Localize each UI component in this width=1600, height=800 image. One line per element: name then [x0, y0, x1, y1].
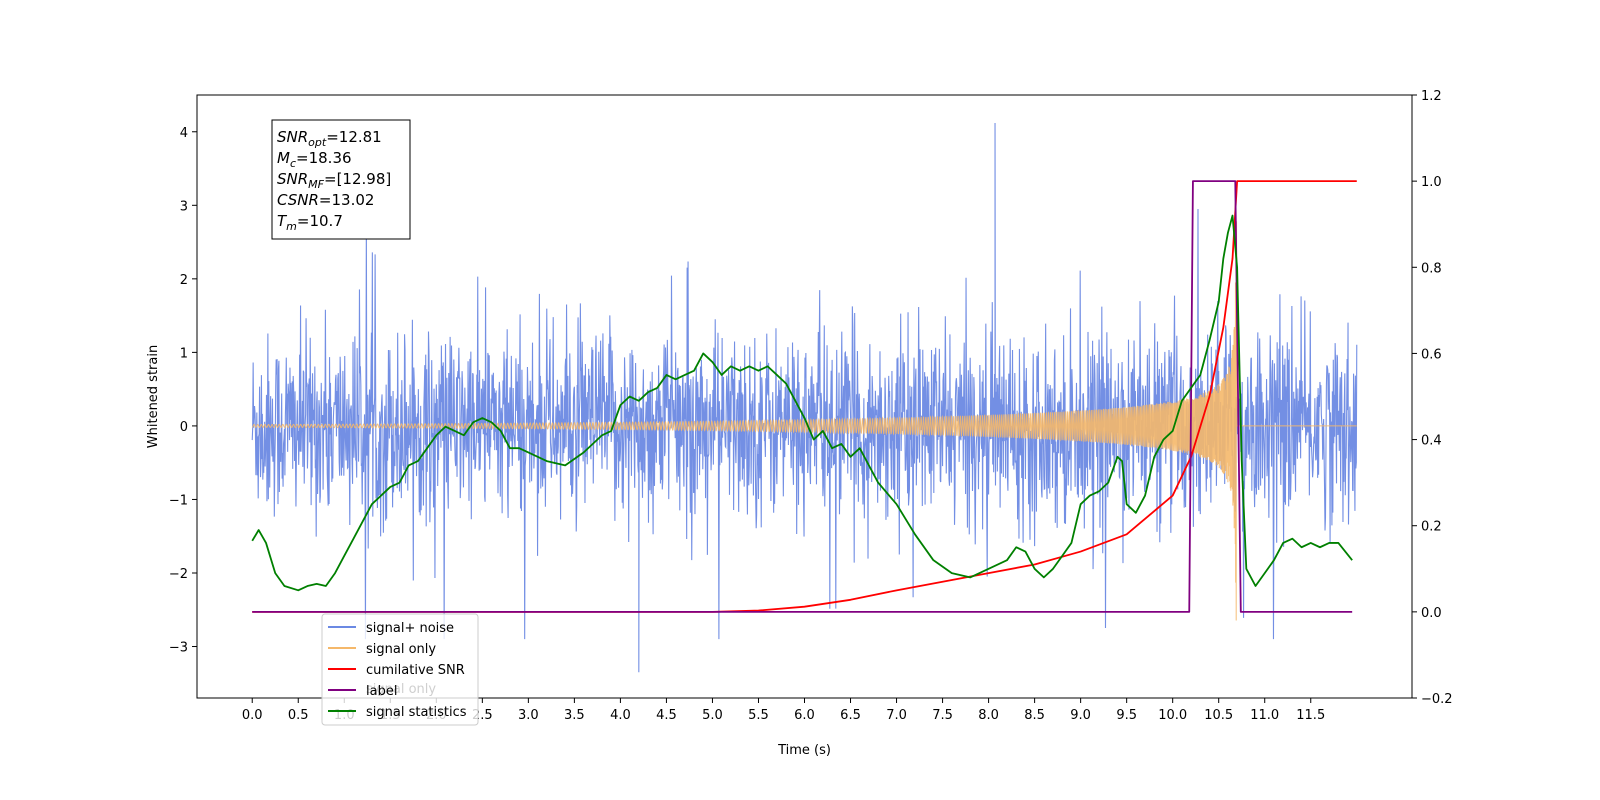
y-left-tick-label: 4	[180, 126, 188, 141]
x-tick-label: 4.5	[656, 708, 677, 723]
x-tick-label: 3.5	[564, 708, 585, 723]
y-right-tick-label: −0.2	[1421, 692, 1453, 707]
x-tick-label: 5.0	[702, 708, 723, 723]
x-tick-label: 7.5	[932, 708, 953, 723]
legend-label: signal only	[366, 642, 436, 657]
x-tick-label: 9.5	[1116, 708, 1137, 723]
y-left-tick-label: −2	[169, 567, 188, 582]
x-tick-label: 4.0	[610, 708, 631, 723]
y-right-tick-label: 0.8	[1421, 261, 1442, 276]
info-line: CSNR=13.02	[277, 191, 374, 209]
legend-box	[321, 613, 479, 726]
y-right-tick-label: 1.0	[1421, 175, 1442, 190]
x-tick-label: 9.0	[1070, 708, 1091, 723]
y-axis-label: Whitened strain	[146, 345, 161, 448]
series-signal-statistics	[251, 214, 1353, 592]
legend-ghost-text: signal only	[366, 682, 436, 697]
y-right-tick-label: 0.2	[1421, 520, 1442, 535]
y-right-tick-label: 1.2	[1421, 89, 1442, 104]
x-tick-label: 7.0	[886, 708, 907, 723]
x-tick-label: 11.5	[1296, 708, 1325, 723]
x-tick-label: 10.0	[1158, 708, 1187, 723]
x-tick-label: 11.0	[1250, 708, 1279, 723]
x-tick-label: 8.0	[978, 708, 999, 723]
legend: signal only signal+ noise signal only cumil…	[321, 613, 479, 726]
axis-ticks: 0.00.51.01.52.02.53.03.54.04.55.05.56.06…	[169, 89, 1453, 723]
y-left-tick-label: −1	[169, 493, 188, 508]
series-cumilative-snr	[252, 180, 1357, 613]
info-line: Tm=10.7	[277, 212, 343, 233]
x-tick-label: 0.5	[288, 708, 309, 723]
x-tick-label: 8.5	[1024, 708, 1045, 723]
info-box-border	[271, 119, 411, 240]
x-tick-label: 10.5	[1204, 708, 1233, 723]
y-left-tick-label: 3	[180, 199, 188, 214]
x-tick-label: 6.0	[794, 708, 815, 723]
info-box: SNRopt=12.81Mc=18.36SNRMF=[12.98]CSNR=13…	[271, 119, 411, 240]
x-axis-label: Time (s)	[777, 743, 831, 758]
y-left-tick-label: −3	[169, 641, 188, 656]
plot-area	[251, 122, 1358, 673]
y-left-tick-label: 2	[180, 273, 188, 288]
info-line: SNRMF=[12.98]	[277, 170, 391, 191]
y-left-tick-label: 1	[180, 346, 188, 361]
series-group	[251, 122, 1358, 673]
series-label	[252, 180, 1353, 613]
y-right-tick-label: 0.4	[1421, 434, 1442, 449]
legend-label: signal+ noise	[366, 621, 454, 636]
series-signal-only	[252, 221, 1357, 621]
y-right-tick-label: 0.6	[1421, 347, 1442, 362]
info-line: Mc=18.36	[277, 149, 352, 170]
x-tick-label: 6.5	[840, 708, 861, 723]
info-line: SNRopt=12.81	[277, 128, 382, 149]
x-tick-label: 3.0	[518, 708, 539, 723]
legend-label: label	[366, 684, 397, 699]
legend-label: cumilative SNR	[366, 663, 465, 678]
x-tick-label: 5.5	[748, 708, 769, 723]
x-tick-label: 0.0	[242, 708, 263, 723]
legend-label: signal statistics	[366, 705, 467, 720]
y-left-tick-label: 0	[180, 420, 188, 435]
y-right-tick-label: 0.0	[1421, 606, 1442, 621]
